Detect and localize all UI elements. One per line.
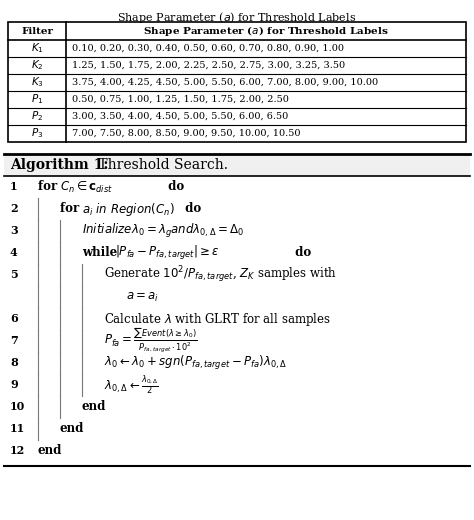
Text: 3.75, 4.00, 4.25, 4.50, 5.00, 5.50, 6.00, 7.00, 8.00, 9.00, 10.00: 3.75, 4.00, 4.25, 4.50, 5.00, 5.50, 6.00… [72,78,378,87]
Text: 12: 12 [10,446,25,457]
Text: $P_{fa} = \frac{\sum Event(\lambda \geq \lambda_0)}{P_{fa,target} \cdot 10^2}$: $P_{fa} = \frac{\sum Event(\lambda \geq … [104,327,197,355]
Text: 0.10, 0.20, 0.30, 0.40, 0.50, 0.60, 0.70, 0.80, 0.90, 1.00: 0.10, 0.20, 0.30, 0.40, 0.50, 0.60, 0.70… [72,44,344,53]
Text: Generate $10^2/P_{fa,target}$, $Z_K$ samples with: Generate $10^2/P_{fa,target}$, $Z_K$ sam… [104,265,337,285]
Text: 6: 6 [10,314,18,324]
Bar [8,22,466,142]
Text: 5: 5 [10,269,18,280]
Text: $P_1$: $P_1$ [31,93,43,107]
Text: $K_3$: $K_3$ [30,75,44,89]
Text: Algorithm 1:: Algorithm 1: [10,158,109,172]
Text: 3.00, 3.50, 4.00, 4.50, 5.00, 5.50, 6.00, 6.50: 3.00, 3.50, 4.00, 4.50, 5.00, 5.50, 6.00… [72,112,288,121]
Text: 11: 11 [10,423,25,435]
Text: 2: 2 [10,203,18,214]
Text: for: for [60,202,83,215]
Text: 8: 8 [10,358,18,369]
Text: end: end [38,445,63,458]
Text: $C_n \in \mathbf{c}_{dist}$: $C_n \in \mathbf{c}_{dist}$ [60,179,113,194]
Text: 9: 9 [10,380,18,391]
Text: $K_2$: $K_2$ [31,59,43,72]
Text: Calculate $\lambda$ with GLRT for all samples: Calculate $\lambda$ with GLRT for all sa… [104,310,331,328]
Text: 1: 1 [10,181,18,192]
Text: $a_i$ $in$ $Region(C_n)$: $a_i$ $in$ $Region(C_n)$ [82,201,175,217]
Text: Shape Parameter ($a$) for Threshold Labels: Shape Parameter ($a$) for Threshold Labe… [143,24,389,38]
Text: 3: 3 [10,226,18,237]
Text: Threshold Search.: Threshold Search. [94,158,228,172]
Text: for: for [38,180,61,193]
Text: $a = a_i$: $a = a_i$ [126,291,159,304]
Text: $Initialize\lambda_0 = \lambda_g and\lambda_{0,\Delta} = \Delta_0$: $Initialize\lambda_0 = \lambda_g and\lam… [82,222,245,240]
Text: Shape Parameter ($a$) for Threshold Labels: Shape Parameter ($a$) for Threshold Labe… [118,10,356,25]
Bar [4,154,470,176]
Text: 7: 7 [10,335,18,346]
Text: end: end [60,422,84,436]
Text: Filter: Filter [21,27,53,35]
Text: do: do [181,202,201,215]
Text: $\lambda_0 \leftarrow \lambda_0 + sgn(P_{fa,target} - P_{fa})\lambda_{0,\Delta}$: $\lambda_0 \leftarrow \lambda_0 + sgn(P_… [104,354,287,372]
Text: while: while [82,246,121,259]
Text: $K_1$: $K_1$ [31,42,44,56]
Text: $|P_{fa} - P_{fa,target}| \geq \epsilon$: $|P_{fa} - P_{fa,target}| \geq \epsilon$ [115,244,220,262]
Text: $P_3$: $P_3$ [31,126,43,140]
Text: 10: 10 [10,401,25,412]
Text: 7.00, 7.50, 8.00, 8.50, 9.00, 9.50, 10.00, 10.50: 7.00, 7.50, 8.00, 8.50, 9.00, 9.50, 10.0… [72,129,301,138]
Text: do: do [291,246,311,259]
Text: $P_2$: $P_2$ [31,110,43,123]
Text: $\lambda_{0,\Delta} \leftarrow \frac{\lambda_{0,\Delta}}{2}$: $\lambda_{0,\Delta} \leftarrow \frac{\la… [104,373,159,397]
Text: 4: 4 [10,248,18,258]
Text: 0.50, 0.75, 1.00, 1.25, 1.50, 1.75, 2.00, 2.50: 0.50, 0.75, 1.00, 1.25, 1.50, 1.75, 2.00… [72,95,289,104]
Text: do: do [164,180,185,193]
Text: end: end [82,400,106,413]
Text: 1.25, 1.50, 1.75, 2.00, 2.25, 2.50, 2.75, 3.00, 3.25, 3.50: 1.25, 1.50, 1.75, 2.00, 2.25, 2.50, 2.75… [72,61,345,70]
